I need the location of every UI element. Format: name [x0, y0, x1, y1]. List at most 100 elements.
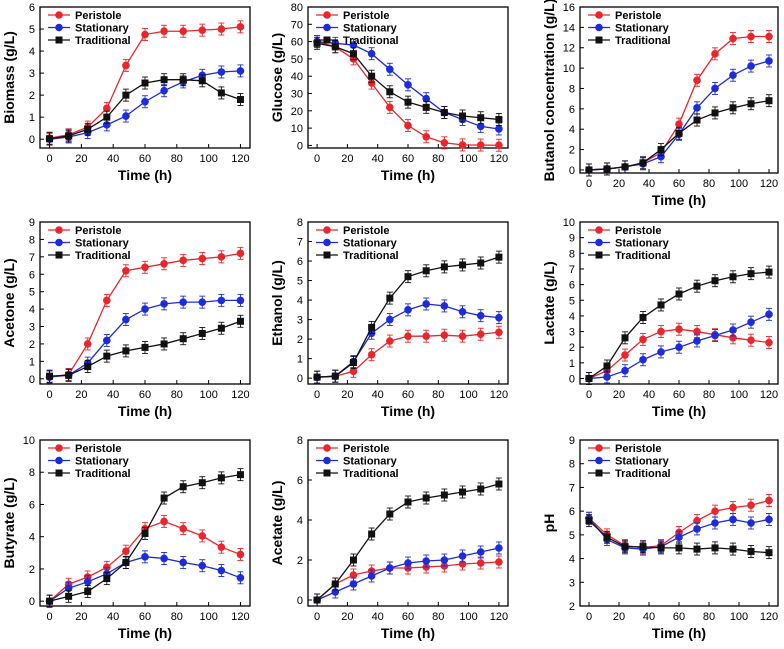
y-tick-label: 12: [563, 43, 575, 55]
y-tick-label: 2: [569, 601, 575, 613]
data-point: [711, 109, 719, 117]
data-point: [585, 166, 593, 174]
data-point: [459, 261, 467, 269]
data-point: [476, 311, 485, 320]
data-point: [349, 50, 357, 58]
legend-marker: [55, 11, 63, 19]
data-point: [65, 132, 73, 140]
y-axis-label: Butyrate (g/L): [1, 478, 17, 569]
data-point: [141, 553, 149, 561]
data-point: [765, 97, 773, 105]
data-point: [179, 298, 187, 306]
data-point: [236, 471, 244, 479]
y-tick-label: 8: [29, 234, 35, 246]
data-point: [621, 366, 629, 375]
data-point: [639, 543, 647, 551]
y-tick-label: 0: [297, 595, 303, 607]
data-point: [217, 253, 226, 261]
data-point: [711, 507, 719, 515]
y-tick-label: 1: [297, 354, 303, 366]
series-peristole: [585, 30, 773, 177]
y-tick-label: 2: [297, 555, 303, 567]
data-point: [440, 302, 449, 310]
x-tick-label: 100: [459, 389, 477, 401]
x-tick-label: 0: [314, 153, 320, 165]
y-axis-label: pH: [541, 514, 557, 533]
x-tick-label: 100: [459, 153, 477, 165]
data-point: [458, 307, 467, 316]
y-tick-label: 2: [297, 334, 303, 346]
y-tick-label: 10: [291, 123, 303, 135]
data-point: [747, 318, 755, 326]
x-tick-label: 0: [586, 178, 592, 190]
data-point: [639, 335, 647, 344]
legend-label: Stationary: [343, 456, 398, 468]
data-point: [477, 259, 485, 267]
data-point: [179, 27, 187, 36]
data-point: [729, 71, 737, 80]
data-point: [422, 557, 430, 565]
x-tick-label: 0: [586, 611, 592, 623]
data-point: [765, 496, 773, 505]
data-point: [729, 545, 737, 553]
x-tick-label: 80: [703, 178, 715, 190]
y-tick-label: 0: [297, 140, 303, 152]
data-point: [65, 592, 73, 600]
x-tick-label: 40: [643, 389, 655, 401]
data-point: [747, 336, 755, 344]
x-axis-label: Time (h): [381, 403, 435, 419]
data-point: [693, 327, 701, 336]
x-tick-label: 20: [75, 611, 87, 623]
legend-marker: [595, 456, 603, 465]
data-point: [349, 580, 358, 588]
data-point: [422, 267, 430, 275]
data-point: [693, 104, 701, 112]
data-point: [585, 517, 593, 525]
y-tick-label: 2: [569, 145, 575, 157]
x-tick-label: 80: [432, 389, 444, 401]
y-tick-label: 5: [569, 530, 575, 542]
y-tick-label: 2: [29, 564, 35, 576]
data-point: [422, 132, 430, 141]
data-point: [657, 544, 665, 552]
legend-marker: [55, 226, 63, 234]
y-tick-label: 6: [569, 506, 575, 518]
data-point: [236, 96, 244, 104]
x-tick-label: 100: [199, 611, 217, 623]
data-point: [217, 68, 226, 76]
series-traditional: [46, 314, 244, 383]
x-tick-label: 60: [673, 178, 685, 190]
data-point: [711, 50, 719, 58]
y-tick-label: 1: [569, 358, 575, 370]
data-point: [657, 152, 665, 161]
y-tick-label: 6: [569, 280, 575, 292]
y-tick-label: 4: [297, 515, 303, 527]
x-axis-label: Time (h): [652, 192, 706, 208]
y-tick-label: 0: [297, 373, 303, 385]
data-point: [404, 273, 412, 281]
data-point: [141, 305, 149, 313]
data-point: [495, 125, 503, 133]
data-point: [368, 72, 376, 80]
data-point: [386, 294, 394, 302]
y-tick-label: 3: [569, 577, 575, 589]
data-point: [476, 141, 485, 149]
x-axis-label: Time (h): [381, 625, 435, 641]
y-tick-label: 10: [23, 435, 35, 447]
data-point: [236, 249, 245, 258]
data-point: [747, 270, 755, 278]
data-point: [386, 88, 394, 96]
data-point: [367, 350, 376, 359]
legend-label: Traditional: [75, 35, 131, 47]
data-point: [103, 336, 111, 345]
x-tick-label: 80: [171, 153, 183, 165]
x-tick-label: 120: [490, 611, 508, 623]
data-point: [217, 474, 225, 482]
legend-label: Traditional: [615, 250, 671, 262]
data-point: [179, 558, 187, 567]
data-point: [729, 273, 737, 281]
data-point: [765, 57, 773, 65]
data-point: [729, 515, 737, 524]
